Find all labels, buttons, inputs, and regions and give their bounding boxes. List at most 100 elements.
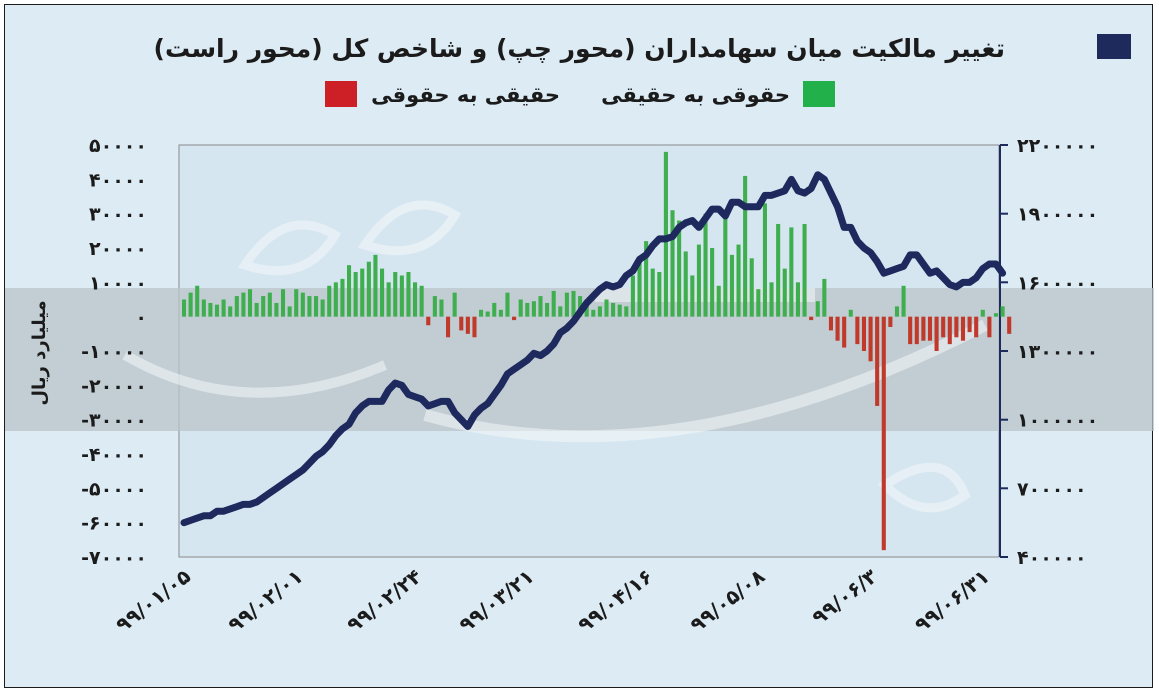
flow-bar — [861, 316, 867, 351]
legend-green-label: حقوقی به حقیقی — [601, 83, 790, 107]
flow-bar — [360, 268, 365, 317]
x-tick-label: ۹۹/۰۲/۲۴ — [342, 564, 426, 637]
flow-bar — [855, 316, 860, 345]
flow-bar — [380, 268, 385, 317]
flow-bar — [201, 299, 206, 317]
flow-bar — [459, 316, 464, 331]
flow-bar — [703, 213, 708, 317]
flow-bar — [710, 248, 715, 317]
flow-bar — [254, 302, 259, 317]
flow-bar — [670, 210, 675, 317]
flow-bar — [492, 302, 497, 317]
bars-group — [181, 151, 1012, 551]
x-axis-ticks: ۹۹/۰۱/۰۵ ۹۹/۰۲/۰۱ ۹۹/۰۲/۲۴ ۹۹/۰۳/۲۱ ۹۹/۰۴/۱۶… — [111, 564, 994, 637]
flow-bar — [868, 316, 873, 362]
flow-bar — [452, 292, 457, 317]
flow-bar — [366, 261, 371, 317]
flow-bar — [716, 285, 721, 317]
right-tick-label: ۲۲۰۰۰۰۰ — [1017, 135, 1098, 157]
flow-bar — [736, 244, 741, 317]
flow-bar — [729, 254, 734, 317]
flow-bar — [888, 316, 893, 327]
flow-bar — [908, 316, 913, 345]
flow-bar — [439, 299, 444, 317]
flow-bar — [479, 309, 484, 317]
left-tick-label: -۲۰۰۰۰ — [81, 375, 147, 397]
flow-bar — [399, 275, 404, 317]
flow-bar — [313, 296, 319, 317]
flow-bar — [512, 316, 517, 321]
left-tick-label: ۰ — [135, 307, 147, 329]
flow-bar — [564, 292, 569, 317]
flow-bar — [677, 220, 682, 317]
flow-bar — [624, 306, 629, 317]
flow-bar — [604, 299, 609, 317]
flow-bar — [881, 316, 886, 551]
flow-bar — [538, 296, 543, 317]
left-tick-label: -۷۰۰۰۰ — [81, 547, 147, 569]
flow-bar — [617, 304, 622, 317]
right-tick-label: ۷۰۰۰۰۰ — [1017, 478, 1087, 500]
flow-bar — [762, 203, 767, 317]
flow-bar — [683, 251, 688, 317]
left-tick-label: ۴۰۰۰۰ — [89, 169, 147, 191]
flow-bar — [875, 316, 880, 406]
flow-bar — [795, 282, 800, 317]
x-tick-label: ۹۹/۰۶/۳ — [807, 564, 881, 629]
flow-bar — [525, 302, 530, 317]
legend-green-swatch — [803, 81, 835, 107]
flow-bar — [822, 278, 827, 317]
flow-bar — [188, 292, 193, 317]
flow-bar — [234, 296, 239, 317]
flow-bar — [353, 272, 358, 317]
flow-bar — [294, 289, 299, 317]
flow-bar — [776, 223, 781, 317]
flow-bar — [181, 299, 187, 317]
flow-bar — [545, 302, 550, 317]
flow-bar — [393, 272, 398, 317]
flow-bar — [247, 289, 253, 317]
flow-bar — [848, 309, 853, 317]
flow-bar — [696, 244, 701, 317]
flow-bar — [413, 282, 418, 317]
flow-bar — [960, 316, 966, 341]
flow-bar — [346, 265, 352, 317]
flow-bar — [611, 302, 616, 317]
flow-bar — [663, 151, 668, 317]
flow-bar — [591, 309, 596, 317]
left-axis-ticks: ۵۰۰۰۰ ۴۰۰۰۰ ۳۰۰۰۰ ۲۰۰۰۰ ۱۰۰۰۰ ۰ -۱۰۰۰۰ -۲۰۰۰۰ -۳… — [81, 135, 147, 569]
flow-bar — [320, 299, 325, 317]
y-axis-label: میلیارد ریال — [29, 300, 50, 405]
right-tick-label: ۱۶۰۰۰۰۰ — [1017, 272, 1098, 294]
x-tick-label: ۹۹/۰۱/۰۵ — [111, 564, 195, 637]
flow-bar — [644, 241, 649, 317]
flow-bar — [993, 313, 999, 317]
flow-bar — [518, 299, 523, 317]
flow-bar — [809, 316, 814, 321]
flow-bar — [571, 290, 576, 317]
flow-bar — [828, 316, 833, 331]
left-tick-label: ۳۰۰۰۰ — [89, 204, 147, 226]
left-tick-label: ۱۰۰۰۰ — [89, 272, 147, 294]
flow-bar — [261, 296, 266, 317]
flow-bar — [551, 290, 556, 317]
legend-red-swatch — [325, 81, 357, 107]
flow-bar — [941, 316, 946, 338]
left-tick-label: -۱۰۰۰۰ — [81, 341, 147, 363]
flow-bar — [756, 289, 761, 317]
chart-title: تغییر مالکیت میان سهامداران (محور چپ) و … — [154, 34, 1005, 64]
flow-bar — [597, 306, 602, 317]
chart-frame: تغییر مالکیت میان سهامداران (محور چپ) و … — [4, 4, 1154, 688]
flow-bar — [690, 275, 695, 317]
flow-bar — [782, 268, 787, 317]
flow-bar — [842, 316, 847, 348]
flow-bar — [657, 272, 662, 317]
flow-bar — [749, 258, 754, 317]
flow-bar — [426, 316, 431, 326]
flow-bar — [327, 285, 332, 317]
flow-bar — [914, 316, 919, 345]
x-tick-label: ۹۹/۰۶/۳۱ — [910, 564, 994, 637]
flow-bar — [927, 316, 933, 341]
flow-bar — [921, 316, 926, 341]
index-line — [180, 171, 1007, 527]
